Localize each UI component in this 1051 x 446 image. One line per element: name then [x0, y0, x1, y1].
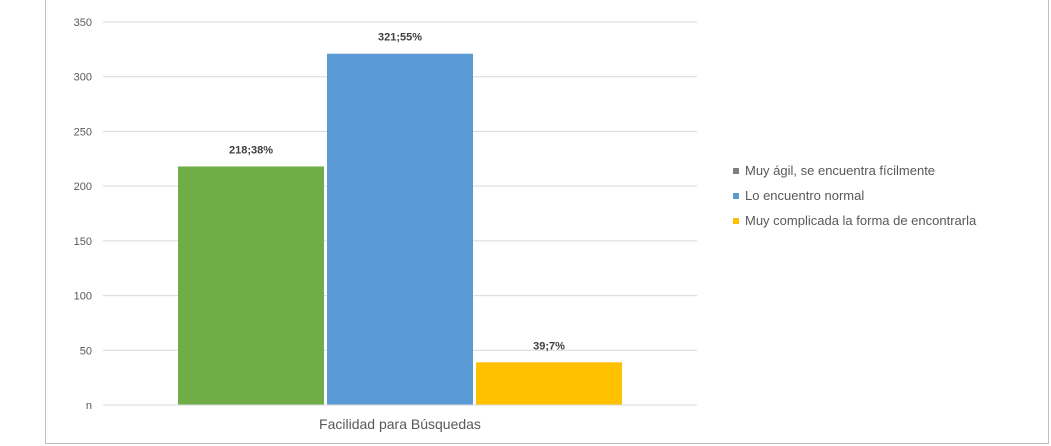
data-label: 218;38% — [229, 144, 273, 156]
y-tick-label: n — [86, 400, 92, 412]
y-axis-ticks: n 50 100 150 200 250 300 350 — [74, 17, 92, 412]
y-tick-label: 350 — [74, 17, 92, 29]
legend-item-normal: Lo encuentro normal — [733, 183, 976, 208]
y-tick-label: 200 — [74, 181, 92, 193]
data-label: 39;7% — [533, 340, 565, 352]
y-tick-label: 100 — [74, 291, 92, 303]
legend-swatch — [733, 167, 739, 174]
y-tick-label: 300 — [74, 72, 92, 84]
legend-item-muy-agil: Muy ágil, se encuentra fícilmente — [733, 158, 976, 183]
y-tick-label: 150 — [74, 236, 92, 248]
legend-swatch — [733, 217, 739, 224]
category-label: Facilidad para Búsquedas — [319, 416, 481, 432]
legend-label: Lo encuentro normal — [745, 188, 865, 203]
data-labels: 218;38% 321;55% 39;7% — [229, 32, 565, 353]
legend-label: Muy complicada la forma de encontrarla — [745, 213, 977, 228]
legend-label: Muy ágil, se encuentra fícilmente — [745, 163, 936, 178]
y-tick-label: 250 — [74, 126, 92, 138]
bar — [476, 362, 622, 405]
bars — [178, 53, 622, 406]
bar — [178, 166, 324, 405]
bar — [327, 53, 473, 406]
y-tick-label: 50 — [80, 345, 92, 357]
data-label: 321;55% — [378, 32, 422, 44]
legend: Muy ágil, se encuentra fícilmente Lo enc… — [733, 158, 976, 233]
chart-frame — [45, 0, 1049, 444]
legend-swatch — [733, 192, 739, 199]
legend-item-complicada: Muy complicada la forma de encontrarla — [733, 208, 976, 233]
